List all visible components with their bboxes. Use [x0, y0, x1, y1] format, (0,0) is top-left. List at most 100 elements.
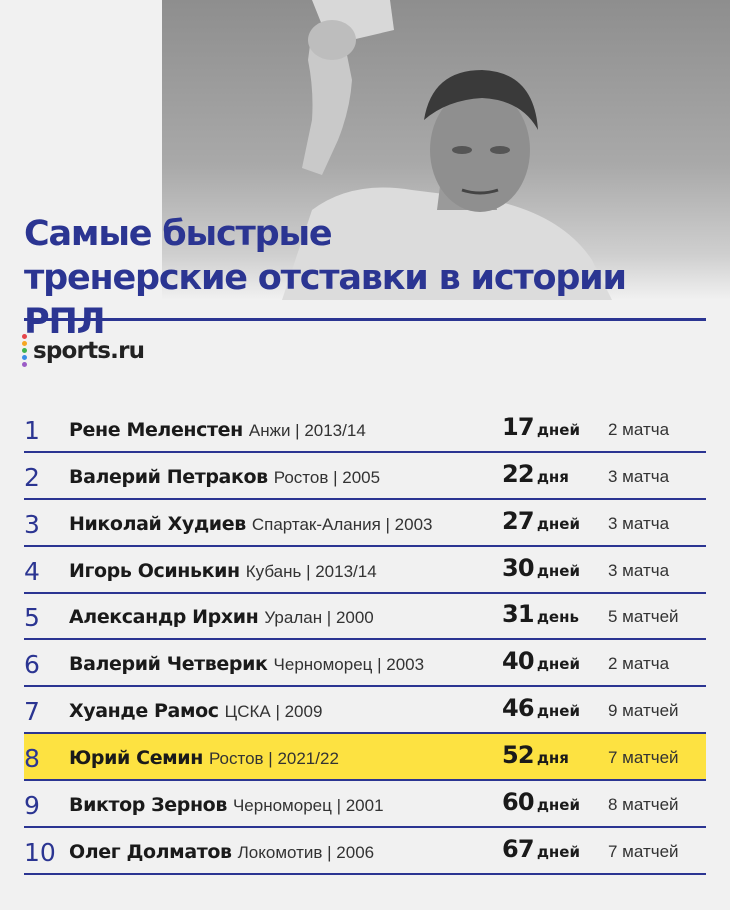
- duration-unit: дней: [536, 702, 580, 721]
- duration-unit: день: [536, 608, 579, 627]
- row-coach: Виктор Зернов Черноморец | 2001: [69, 794, 384, 816]
- coach-club-season: Ростов | 2005: [273, 467, 381, 487]
- duration-unit: дней: [536, 420, 580, 439]
- brand-logo: sports.ru: [22, 334, 145, 367]
- coach-club-season: Черноморец | 2003: [273, 655, 425, 675]
- row-duration: 60 дней: [502, 788, 580, 816]
- title-line-2: тренерские отставки в истории РПЛ: [24, 258, 627, 342]
- row-matches: 3 матча: [608, 466, 670, 486]
- coach-club-season: Уралан | 2000: [264, 608, 374, 628]
- row-duration: 31 день: [502, 600, 579, 628]
- duration-number: 22: [502, 459, 535, 488]
- coach-club-season: Кубань | 2013/14: [245, 561, 377, 581]
- row-duration: 22 дня: [502, 460, 569, 488]
- row-coach: Николай Худиев Спартак-Алания | 2003: [69, 513, 433, 535]
- row-rank: 10: [24, 837, 56, 867]
- coach-club-season: Спартак-Алания | 2003: [251, 514, 433, 534]
- duration-unit: дней: [536, 655, 580, 674]
- row-duration: 67 дней: [502, 835, 580, 863]
- title-divider: [24, 318, 706, 321]
- coach-club-season: Ростов | 2021/22: [208, 749, 339, 769]
- table-row: 8 Юрий Семин Ростов | 2021/22 52 дня 7 мат…: [24, 734, 706, 782]
- coach-name: Александр Ирхин: [69, 606, 259, 629]
- logo-dot: [22, 348, 27, 353]
- row-rank: 6: [24, 650, 40, 680]
- duration-number: 46: [502, 694, 535, 723]
- row-duration: 46 дней: [502, 694, 580, 722]
- table-row: 1 Рене Меленстен Анжи | 2013/14 17 дней 2 …: [24, 406, 706, 453]
- table-row: 7 Хуанде Рамос ЦСКА | 2009 46 дней 9 матче…: [24, 687, 706, 735]
- row-coach: Юрий Семин Ростов | 2021/22: [69, 747, 339, 769]
- row-matches: 8 матчей: [608, 795, 679, 815]
- coach-name: Виктор Зернов: [69, 794, 227, 817]
- coach-silhouette: [282, 0, 612, 300]
- duration-number: 60: [502, 788, 535, 817]
- duration-unit: дней: [536, 514, 580, 533]
- row-rank: 3: [24, 509, 40, 539]
- coach-name: Игорь Осинькин: [69, 559, 240, 582]
- duration-unit: дней: [536, 561, 580, 580]
- row-matches: 7 матчей: [608, 748, 679, 768]
- coach-name: Валерий Петраков: [69, 465, 268, 488]
- coach-name: Валерий Четверик: [69, 653, 268, 676]
- duration-number: 17: [502, 412, 535, 441]
- coach-photo: [162, 0, 730, 300]
- row-coach: Валерий Четверик Черноморец | 2003: [69, 653, 424, 675]
- row-duration: 40 дней: [502, 647, 580, 675]
- coach-name: Юрий Семин: [69, 747, 203, 770]
- duration-unit: дня: [536, 467, 569, 486]
- row-coach: Рене Меленстен Анжи | 2013/14: [69, 419, 366, 441]
- row-rank: 2: [24, 462, 40, 492]
- row-coach: Валерий Петраков Ростов | 2005: [69, 466, 380, 488]
- coach-club-season: Анжи | 2013/14: [248, 420, 366, 440]
- table-row: 10 Олег Долматов Локомотив | 2006 67 дней …: [24, 828, 706, 875]
- duration-unit: дня: [536, 749, 569, 768]
- coach-name: Николай Худиев: [69, 512, 246, 535]
- title-line-1: Самые быстрые: [24, 214, 333, 254]
- duration-number: 52: [502, 741, 535, 770]
- row-matches: 7 матчей: [608, 841, 679, 861]
- table-row: 2 Валерий Петраков Ростов | 2005 22 дня 3 …: [24, 453, 706, 500]
- coach-name: Олег Долматов: [69, 840, 232, 863]
- row-coach: Олег Долматов Локомотив | 2006: [69, 841, 374, 863]
- row-coach: Игорь Осинькин Кубань | 2013/14: [69, 560, 377, 582]
- row-matches: 3 матча: [608, 560, 670, 580]
- row-rank: 9: [24, 791, 40, 821]
- logo-dots-icon: [22, 334, 27, 367]
- duration-number: 40: [502, 647, 535, 676]
- table-row: 9 Виктор Зернов Черноморец | 2001 60 дней …: [24, 781, 706, 829]
- coach-club-season: ЦСКА | 2009: [224, 702, 323, 722]
- row-rank: 4: [24, 556, 40, 586]
- row-coach: Хуанде Рамос ЦСКА | 2009: [69, 700, 322, 722]
- logo-dot: [22, 362, 27, 367]
- row-matches: 9 матчей: [608, 701, 679, 721]
- row-matches: 2 матча: [608, 654, 670, 674]
- duration-number: 67: [502, 834, 535, 863]
- page-title: Самые быстрые тренерские отставки в исто…: [24, 212, 714, 344]
- coach-name: Хуанде Рамос: [69, 700, 219, 723]
- row-coach: Александр Ирхин Уралан | 2000: [69, 606, 374, 628]
- rankings-table: 1 Рене Меленстен Анжи | 2013/14 17 дней 2 …: [24, 406, 706, 875]
- duration-unit: дней: [536, 842, 580, 861]
- row-duration: 52 дня: [502, 741, 569, 769]
- coach-name: Рене Меленстен: [69, 418, 243, 441]
- logo-dot: [22, 334, 27, 339]
- row-rank: 7: [24, 697, 40, 727]
- logo-dot: [22, 355, 27, 360]
- row-rank: 8: [24, 744, 40, 774]
- brand-name: sports.ru: [33, 337, 145, 364]
- row-rank: 5: [24, 603, 40, 633]
- duration-number: 31: [502, 600, 535, 629]
- duration-unit: дней: [536, 796, 580, 815]
- duration-number: 30: [502, 553, 535, 582]
- row-duration: 30 дней: [502, 554, 580, 582]
- row-duration: 17 дней: [502, 413, 580, 441]
- row-matches: 2 матча: [608, 419, 670, 439]
- row-rank: 1: [24, 415, 40, 445]
- duration-number: 27: [502, 506, 535, 535]
- logo-dot: [22, 341, 27, 346]
- row-matches: 3 матча: [608, 513, 670, 533]
- table-row: 3 Николай Худиев Спартак-Алания | 2003 27…: [24, 500, 706, 547]
- table-row: 6 Валерий Четверик Черноморец | 2003 40 дн…: [24, 640, 706, 688]
- table-row: 4 Игорь Осинькин Кубань | 2013/14 30 дней …: [24, 547, 706, 594]
